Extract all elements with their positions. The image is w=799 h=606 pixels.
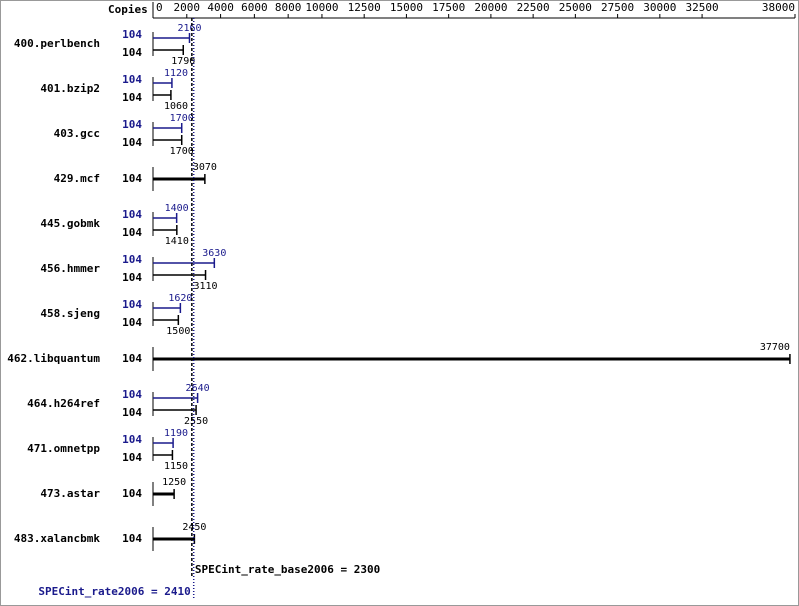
base-value-label: 1790 bbox=[171, 56, 195, 67]
benchmark-label: 483.xalancbmk bbox=[14, 532, 100, 545]
benchmark-label: 401.bzip2 bbox=[40, 82, 100, 95]
copies-header: Copies bbox=[108, 3, 148, 16]
x-tick-label: 20000 bbox=[474, 1, 507, 14]
base-copies: 104 bbox=[122, 91, 142, 104]
base-value-label: 37700 bbox=[760, 342, 790, 353]
peak-copies: 104 bbox=[122, 118, 142, 131]
benchmark-label: 429.mcf bbox=[54, 172, 100, 185]
peak-value-label: 2640 bbox=[186, 383, 210, 394]
benchmark-label: 462.libquantum bbox=[7, 352, 100, 365]
base-value-label: 1250 bbox=[162, 477, 186, 488]
x-tick-label: 27500 bbox=[601, 1, 634, 14]
mean-label: SPECint_rate_base2006 = 2300 bbox=[195, 563, 380, 576]
base-value-label: 3070 bbox=[193, 162, 217, 173]
peak-copies: 104 bbox=[122, 73, 142, 86]
base-value-label: 3110 bbox=[193, 281, 217, 292]
peak-value-label: 3630 bbox=[202, 248, 226, 259]
mean-label: SPECint_rate2006 = 2410 bbox=[38, 585, 190, 598]
peak-value-label: 1120 bbox=[164, 68, 188, 79]
base-copies: 104 bbox=[122, 406, 142, 419]
benchmark-label: 471.omnetpp bbox=[27, 442, 100, 455]
x-tick-label: 30000 bbox=[643, 1, 676, 14]
x-tick-label: 25000 bbox=[559, 1, 592, 14]
benchmark-label: 458.sjeng bbox=[40, 307, 100, 320]
benchmark-label: 400.perlbench bbox=[14, 37, 100, 50]
benchmark-label: 473.astar bbox=[40, 487, 100, 500]
peak-value-label: 1190 bbox=[164, 428, 188, 439]
x-tick-label: 38000 bbox=[762, 1, 795, 14]
base-copies: 104 bbox=[122, 226, 142, 239]
x-tick-label: 17500 bbox=[432, 1, 465, 14]
base-copies: 104 bbox=[122, 316, 142, 329]
base-copies: 104 bbox=[122, 46, 142, 59]
benchmark-label: 464.h264ref bbox=[27, 397, 100, 410]
base-copies: 104 bbox=[122, 487, 142, 500]
base-copies: 104 bbox=[122, 172, 142, 185]
base-value-label: 1700 bbox=[170, 146, 194, 157]
x-tick-label: 2000 bbox=[174, 1, 201, 14]
base-copies: 104 bbox=[122, 352, 142, 365]
base-copies: 104 bbox=[122, 451, 142, 464]
peak-value-label: 2160 bbox=[177, 23, 201, 34]
x-tick-label: 6000 bbox=[241, 1, 268, 14]
base-value-label: 2550 bbox=[184, 416, 208, 427]
peak-value-label: 1620 bbox=[168, 293, 192, 304]
x-tick-label: 12500 bbox=[348, 1, 381, 14]
base-value-label: 1500 bbox=[166, 326, 190, 337]
peak-copies: 104 bbox=[122, 253, 142, 266]
peak-value-label: 1700 bbox=[170, 113, 194, 124]
base-value-label: 2450 bbox=[182, 522, 206, 533]
peak-copies: 104 bbox=[122, 28, 142, 41]
peak-copies: 104 bbox=[122, 433, 142, 446]
x-tick-label: 0 bbox=[156, 1, 163, 14]
x-tick-label: 22500 bbox=[517, 1, 550, 14]
benchmark-label: 403.gcc bbox=[54, 127, 100, 140]
peak-copies: 104 bbox=[122, 208, 142, 221]
peak-value-label: 1400 bbox=[165, 203, 189, 214]
peak-copies: 104 bbox=[122, 388, 142, 401]
x-tick-label: 32500 bbox=[686, 1, 719, 14]
base-copies: 104 bbox=[122, 136, 142, 149]
peak-copies: 104 bbox=[122, 298, 142, 311]
benchmark-label: 445.gobmk bbox=[40, 217, 100, 230]
base-copies: 104 bbox=[122, 271, 142, 284]
base-value-label: 1150 bbox=[164, 461, 188, 472]
x-tick-label: 8000 bbox=[275, 1, 302, 14]
x-tick-label: 15000 bbox=[390, 1, 423, 14]
benchmark-label: 456.hmmer bbox=[40, 262, 100, 275]
base-copies: 104 bbox=[122, 532, 142, 545]
base-value-label: 1060 bbox=[164, 101, 188, 112]
base-value-label: 1410 bbox=[165, 236, 189, 247]
x-tick-label: 4000 bbox=[207, 1, 234, 14]
x-tick-label: 10000 bbox=[305, 1, 338, 14]
